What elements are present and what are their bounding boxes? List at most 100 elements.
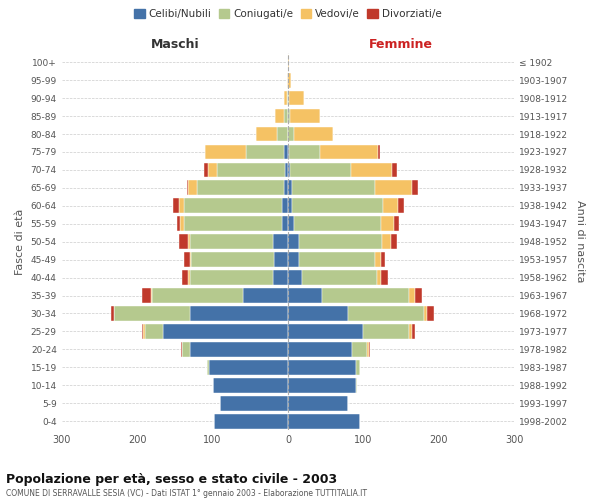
Bar — [381, 252, 385, 267]
Bar — [151, 288, 152, 303]
Bar — [288, 270, 302, 285]
Bar — [274, 252, 288, 267]
Bar — [181, 342, 182, 356]
Bar — [282, 198, 288, 213]
Bar — [288, 162, 290, 178]
Bar — [382, 234, 391, 249]
Bar — [191, 252, 274, 267]
Bar — [275, 108, 284, 124]
Bar — [368, 342, 370, 356]
Bar — [288, 414, 359, 428]
Bar — [288, 73, 291, 88]
Bar — [288, 198, 292, 213]
Bar — [177, 216, 180, 231]
Bar — [299, 252, 374, 267]
Bar — [427, 306, 434, 321]
Bar — [383, 198, 398, 213]
Bar — [204, 162, 208, 178]
Bar — [415, 288, 422, 303]
Bar — [163, 324, 288, 339]
Bar — [190, 252, 191, 267]
Bar — [288, 252, 299, 267]
Bar — [285, 162, 288, 178]
Bar — [289, 91, 304, 106]
Bar — [398, 198, 404, 213]
Bar — [142, 324, 143, 339]
Bar — [188, 180, 197, 195]
Bar — [364, 324, 409, 339]
Bar — [391, 234, 397, 249]
Bar — [288, 234, 299, 249]
Bar — [284, 180, 288, 195]
Bar — [379, 144, 380, 160]
Text: Popolazione per età, sesso e stato civile - 2003: Popolazione per età, sesso e stato civil… — [6, 472, 337, 486]
Bar — [115, 306, 190, 321]
Bar — [188, 270, 190, 285]
Bar — [409, 324, 412, 339]
Bar — [424, 306, 427, 321]
Bar — [184, 216, 282, 231]
Bar — [394, 216, 399, 231]
Bar — [350, 162, 392, 178]
Bar — [288, 126, 294, 142]
Bar — [294, 126, 333, 142]
Bar — [288, 55, 289, 70]
Bar — [352, 342, 367, 356]
Bar — [381, 216, 394, 231]
Bar — [212, 378, 288, 392]
Bar — [220, 396, 288, 410]
Bar — [190, 306, 288, 321]
Bar — [217, 162, 285, 178]
Bar — [412, 180, 418, 195]
Bar — [184, 252, 190, 267]
Bar — [412, 324, 415, 339]
Bar — [367, 342, 368, 356]
Text: Femmine: Femmine — [369, 38, 433, 51]
Bar — [143, 324, 145, 339]
Bar — [190, 342, 288, 356]
Bar — [288, 360, 356, 374]
Bar — [207, 360, 209, 374]
Bar — [184, 198, 282, 213]
Bar — [294, 216, 381, 231]
Bar — [289, 144, 320, 160]
Bar — [290, 108, 320, 124]
Bar — [288, 180, 292, 195]
Bar — [288, 108, 290, 124]
Bar — [179, 198, 184, 213]
Bar — [288, 342, 352, 356]
Bar — [282, 216, 288, 231]
Bar — [392, 162, 397, 178]
Bar — [145, 324, 163, 339]
Bar — [114, 306, 115, 321]
Bar — [322, 288, 409, 303]
Bar — [190, 234, 273, 249]
Bar — [284, 144, 288, 160]
Bar — [356, 378, 358, 392]
Bar — [284, 91, 287, 106]
Bar — [374, 252, 381, 267]
Bar — [242, 288, 288, 303]
Bar — [187, 180, 188, 195]
Bar — [290, 162, 350, 178]
Bar — [152, 288, 242, 303]
Bar — [382, 270, 388, 285]
Bar — [348, 306, 424, 321]
Bar — [208, 162, 217, 178]
Bar — [288, 306, 348, 321]
Bar — [173, 198, 179, 213]
Y-axis label: Fasce di età: Fasce di età — [15, 208, 25, 275]
Bar — [190, 270, 273, 285]
Bar — [180, 216, 184, 231]
Bar — [209, 360, 288, 374]
Bar — [299, 234, 382, 249]
Bar — [182, 270, 188, 285]
Bar — [374, 180, 412, 195]
Bar — [288, 378, 356, 392]
Bar — [292, 180, 374, 195]
Bar — [292, 198, 383, 213]
Bar — [247, 144, 284, 160]
Legend: Celibi/Nubili, Coniugati/e, Vedovi/e, Divorziati/e: Celibi/Nubili, Coniugati/e, Vedovi/e, Di… — [130, 5, 446, 24]
Bar — [409, 288, 415, 303]
Bar — [288, 216, 294, 231]
